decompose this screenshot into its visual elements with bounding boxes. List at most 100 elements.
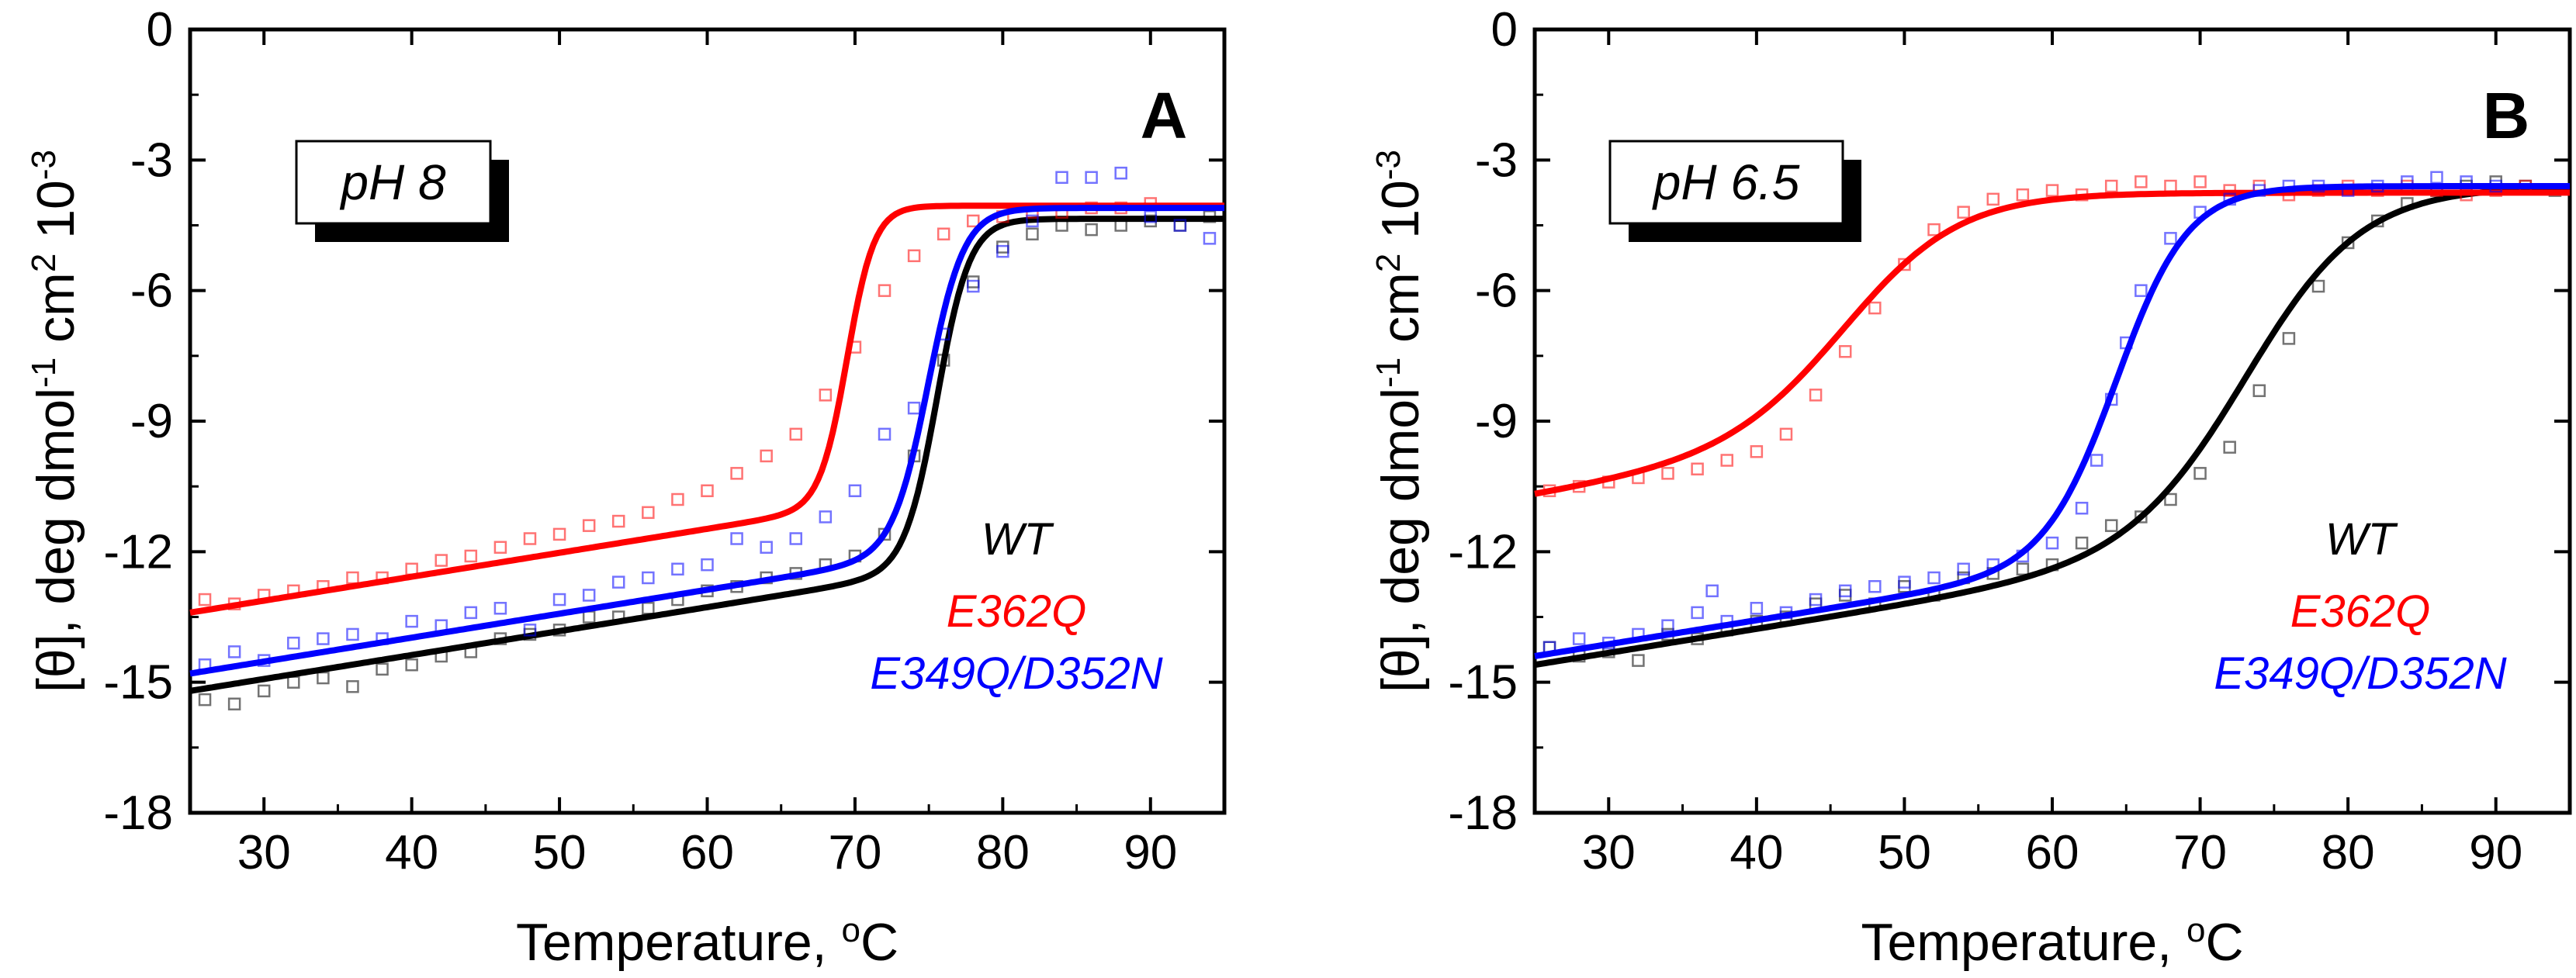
data-point [198, 693, 212, 707]
x-tick-label: 70 [828, 826, 881, 880]
data-point [1085, 223, 1098, 237]
data-point [1750, 445, 1764, 458]
data-point [819, 510, 833, 524]
y-axis-title-text: cm [26, 272, 85, 358]
data-point [405, 562, 418, 576]
y-axis-title-superscript: -1 [1369, 358, 1407, 388]
y-axis-title-superscript: -3 [25, 150, 63, 180]
y-tick-label: -15 [1448, 656, 1518, 710]
data-point [2135, 175, 2148, 188]
data-point [1705, 584, 1719, 598]
data-point [967, 279, 980, 293]
data-point [317, 671, 330, 685]
data-point [848, 484, 862, 498]
data-point [2164, 232, 2177, 245]
data-point [287, 676, 300, 689]
y-axis-title: [θ], deg dmol-1 cm2 10-3 [1369, 150, 1431, 693]
x-tick-label: 30 [1582, 826, 1636, 880]
data-point [2135, 510, 2148, 524]
data-point [1144, 210, 1158, 223]
data-point [642, 602, 655, 615]
data-point [1838, 344, 1852, 358]
data-point [1898, 579, 1911, 593]
condition-label: pH 6.5 [1652, 154, 1800, 210]
x-tick-label: 50 [533, 826, 587, 880]
y-tick-label: -18 [103, 786, 173, 840]
data-point [405, 658, 418, 672]
y-axis-title-text: [θ], deg dmol [1371, 388, 1430, 693]
x-axis-title-text: Temperature, [1861, 913, 2186, 972]
data-point [2045, 184, 2059, 197]
legend-entry: WT [982, 514, 1054, 565]
data-point [582, 519, 596, 532]
data-point [907, 401, 921, 415]
data-point [1661, 467, 1674, 480]
panel-a: 30 40 50 60 70 80 900-3-6-9-12-15-18Temperatur… [25, 3, 1227, 972]
y-tick-label: -18 [1448, 786, 1518, 840]
data-point [1691, 462, 1704, 475]
data-point [937, 227, 950, 240]
data-point [1898, 575, 1911, 589]
data-point [671, 562, 684, 576]
y-axis-title-superscript: -1 [25, 358, 63, 388]
data-point [1779, 427, 1793, 441]
x-axis-title-unit: C [860, 913, 898, 972]
y-axis-title-text: 10 [1371, 180, 1430, 254]
y-tick-label: -9 [1475, 395, 1518, 448]
data-point [642, 571, 655, 585]
x-tick-label: 90 [1124, 826, 1177, 880]
data-point [730, 532, 743, 545]
data-point [2016, 562, 2030, 576]
data-point [967, 214, 980, 228]
data-point [2135, 284, 2148, 297]
x-tick-label: 40 [385, 826, 438, 880]
y-tick-label: -6 [130, 264, 173, 318]
data-point [878, 427, 892, 441]
panel-letter: B [2483, 79, 2530, 152]
data-point [2430, 171, 2443, 185]
data-point [523, 624, 537, 637]
data-point [287, 636, 300, 650]
data-point [2090, 454, 2103, 467]
fit-line [189, 216, 1224, 694]
y-tick-label: -6 [1475, 264, 1518, 318]
x-axis-title-superscript: o [841, 911, 860, 949]
data-point [346, 627, 359, 641]
data-point [227, 697, 241, 710]
data-point [1957, 206, 1970, 219]
data-point [2341, 236, 2355, 250]
x-tick-label: 60 [2026, 826, 2079, 880]
data-point [346, 571, 359, 585]
x-tick-label: 90 [2469, 826, 2522, 880]
data-point [1750, 602, 1764, 615]
fit-line [189, 205, 1224, 677]
data-point [1203, 232, 1217, 245]
data-point [257, 684, 271, 698]
x-tick-label: 80 [976, 826, 1030, 880]
x-tick-label: 50 [1878, 826, 1931, 880]
data-point [1957, 562, 1970, 576]
legend-entry: E349Q/D352N [870, 648, 1162, 699]
data-point [1572, 632, 1586, 645]
y-tick-label: -15 [103, 656, 173, 710]
x-tick-label: 40 [1729, 826, 1783, 880]
data-point [996, 240, 1009, 254]
data-point [1927, 571, 1941, 585]
data-point [730, 467, 743, 480]
x-tick-label: 30 [237, 826, 291, 880]
data-point [1661, 619, 1674, 632]
data-point [2075, 536, 2089, 550]
data-point [2075, 501, 2089, 515]
data-point [907, 249, 921, 263]
data-point [2311, 279, 2325, 293]
data-point [1085, 171, 1098, 185]
data-point [1838, 589, 1852, 602]
data-point [493, 602, 507, 615]
data-point [1720, 454, 1733, 467]
data-point [405, 614, 418, 628]
data-point [1809, 389, 1823, 402]
y-axis-title-superscript: 2 [25, 254, 63, 272]
data-point [2252, 384, 2266, 397]
data-point [1114, 166, 1127, 180]
x-axis-title-text: Temperature, [516, 913, 842, 972]
